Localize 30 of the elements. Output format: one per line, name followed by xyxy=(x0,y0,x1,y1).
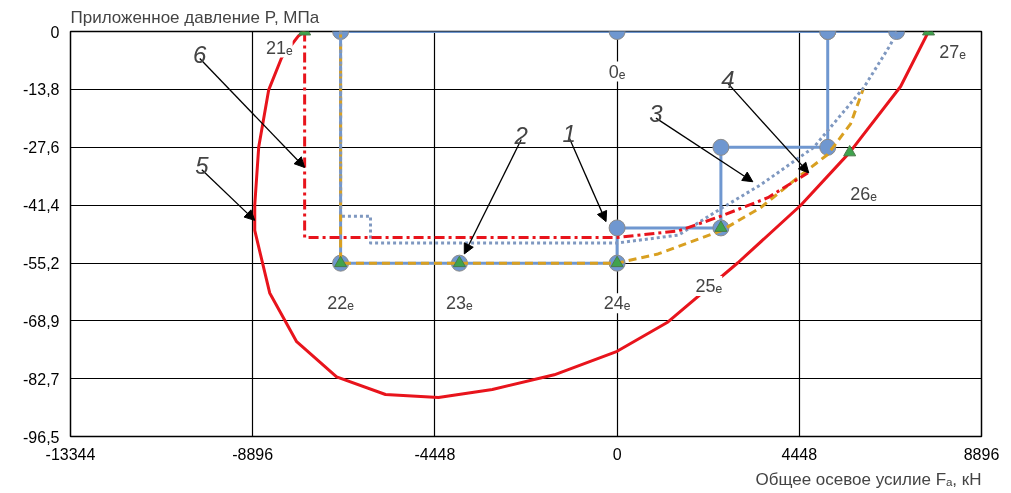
x-tick-label: 4448 xyxy=(781,445,818,463)
y-tick-label: -41,4 xyxy=(23,197,60,215)
x-tick-label: 0 xyxy=(612,445,622,463)
x-axis-title: Общее осевое усилие Fₐ, кН xyxy=(755,469,982,489)
annotation: 6 xyxy=(193,40,208,68)
y-tick-label: 0 xyxy=(50,23,60,41)
annotation: 3 xyxy=(649,100,664,128)
y-tick-label: -55,2 xyxy=(23,255,60,273)
annotation: 25ₑ xyxy=(695,275,723,296)
annotation: 1 xyxy=(562,119,576,147)
y-axis-title: Приложенное давление P, МПа xyxy=(70,7,320,27)
x-tick-label: -4448 xyxy=(414,445,456,463)
y-tick-label: -82,7 xyxy=(23,370,60,388)
annotation: 22ₑ xyxy=(327,293,355,314)
y-tick-label: -96,5 xyxy=(23,428,60,446)
y-tick-label: -27,6 xyxy=(23,139,60,157)
y-tick-label: -13,8 xyxy=(23,81,60,99)
annotation: 4 xyxy=(721,65,735,93)
x-tick-label: -13344 xyxy=(45,445,96,463)
annotation: 26ₑ xyxy=(850,184,878,205)
y-tick-label: -68,9 xyxy=(23,312,60,330)
annotation: 5 xyxy=(195,151,210,179)
x-tick-label: -8896 xyxy=(232,445,274,463)
annotation: 21ₑ xyxy=(265,37,293,58)
annotation: 23ₑ xyxy=(446,293,474,314)
annotation: 2 xyxy=(513,121,528,149)
annotation: 27ₑ xyxy=(939,41,967,62)
annotation: 0ₑ xyxy=(608,61,626,82)
x-tick-label: 8896 xyxy=(963,445,1000,463)
annotation: 24ₑ xyxy=(603,293,631,314)
